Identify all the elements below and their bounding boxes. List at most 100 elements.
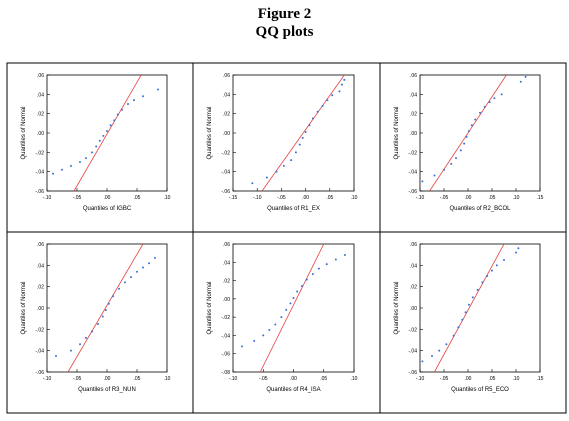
data-point <box>107 302 110 305</box>
y-tick-label: .00 <box>37 306 44 312</box>
data-point <box>463 142 466 145</box>
x-tick-label: -.15 <box>229 195 238 201</box>
y-axis-label: Quantiles of Normal <box>394 281 400 334</box>
data-point <box>464 311 467 314</box>
data-point <box>455 157 457 160</box>
y-tick-label: -.04 <box>408 170 417 176</box>
x-axis-label: Quantiles of R1_EX <box>267 206 320 212</box>
y-tick-label: -.06 <box>221 189 230 195</box>
data-point <box>262 334 265 337</box>
x-tick-label: .10 <box>513 376 520 382</box>
data-point <box>476 288 479 291</box>
data-point <box>154 256 156 259</box>
data-point <box>85 157 87 160</box>
figure-title: Figure 2 <box>257 6 312 22</box>
y-tick-label: .04 <box>37 92 44 98</box>
x-axis-label: Quantiles of IGBC <box>83 206 132 212</box>
data-point <box>102 134 105 137</box>
y-tick-label: .00 <box>410 306 417 312</box>
reference-line <box>261 75 345 191</box>
x-tick-label: -.05 <box>73 195 82 201</box>
y-tick-label: .00 <box>223 131 230 137</box>
y-tick-label: .04 <box>410 92 417 98</box>
data-point <box>334 258 337 261</box>
data-point <box>321 104 324 107</box>
y-tick-label: .02 <box>37 112 44 118</box>
data-point <box>298 143 301 146</box>
x-tick-label: .05 <box>134 376 141 382</box>
plot-frame <box>46 74 168 192</box>
x-axis-label: Quantiles of R3_NUN <box>78 387 136 393</box>
x-tick-label: .00 <box>104 376 111 382</box>
data-point <box>79 161 81 163</box>
y-tick-label: .04 <box>37 263 44 269</box>
data-point <box>340 83 343 86</box>
x-axis-label: Quantiles of R2_BCOL <box>449 206 511 212</box>
data-point <box>148 262 150 265</box>
x-tick-label: -.05 <box>277 195 286 201</box>
x-tick-label: -.05 <box>259 376 268 382</box>
data-point <box>106 130 108 133</box>
y-axis-label: Quantiles of Normal <box>394 106 400 159</box>
x-tick-label: -.10 <box>43 195 52 201</box>
data-point <box>479 111 481 114</box>
y-tick-label: -.08 <box>221 370 230 376</box>
y-tick-label: .00 <box>223 297 230 303</box>
data-point <box>483 105 486 108</box>
data-point <box>457 326 460 329</box>
plot-frame <box>419 74 541 192</box>
data-point <box>300 285 303 288</box>
data-point <box>282 164 285 167</box>
y-tick-label: -.02 <box>35 150 44 156</box>
data-point <box>488 101 491 104</box>
data-point <box>142 266 144 269</box>
data-point <box>253 339 256 342</box>
data-point <box>130 276 132 279</box>
data-point <box>124 281 126 284</box>
y-tick-label: -.04 <box>221 170 230 176</box>
data-point <box>431 355 433 357</box>
y-tick-label: .02 <box>37 285 44 291</box>
data-point <box>290 159 293 162</box>
reference-line <box>73 75 142 191</box>
reference-line <box>434 244 505 372</box>
data-point <box>112 295 114 298</box>
x-tick-label: .15 <box>537 376 544 382</box>
y-tick-label: -.02 <box>221 150 230 156</box>
data-point <box>316 110 319 113</box>
x-tick-label: .15 <box>537 195 544 201</box>
plot-frame <box>419 243 541 373</box>
data-point <box>296 290 299 293</box>
y-axis-label: Quantiles of Normal <box>207 106 213 159</box>
y-tick-label: -.06 <box>408 189 417 195</box>
y-tick-label: -.06 <box>35 189 44 195</box>
data-point <box>450 162 453 165</box>
y-tick-label: .06 <box>37 73 44 79</box>
data-point <box>294 151 297 154</box>
y-axis-label: Quantiles of Normal <box>207 281 213 334</box>
data-point <box>500 93 503 96</box>
data-point <box>470 124 473 127</box>
data-point <box>113 119 116 122</box>
y-tick-label: .02 <box>223 279 230 285</box>
data-point <box>133 99 135 102</box>
y-tick-label: .06 <box>223 242 230 248</box>
data-point <box>136 270 138 273</box>
data-point <box>311 273 314 276</box>
data-point <box>109 124 112 127</box>
y-tick-label: .04 <box>223 260 230 266</box>
data-point <box>452 334 455 337</box>
x-axis-label: Quantiles of R5_ECO <box>451 387 509 393</box>
y-tick-label: -.02 <box>408 150 417 156</box>
y-tick-label: -.02 <box>408 327 417 333</box>
x-tick-label: .10 <box>351 376 358 382</box>
data-point <box>338 90 341 93</box>
qq-plot-4: -.10 -.05 .00 .05 .10 .06 .04 .02 .00 -.02 -.04 -.0… <box>21 242 171 393</box>
data-point <box>142 95 144 98</box>
data-point <box>304 131 307 134</box>
figure-subtitle: QQ plots <box>255 24 314 40</box>
data-point <box>433 174 436 177</box>
reference-line <box>67 244 144 372</box>
x-tick-label: .00 <box>465 376 472 382</box>
data-point <box>157 88 159 91</box>
